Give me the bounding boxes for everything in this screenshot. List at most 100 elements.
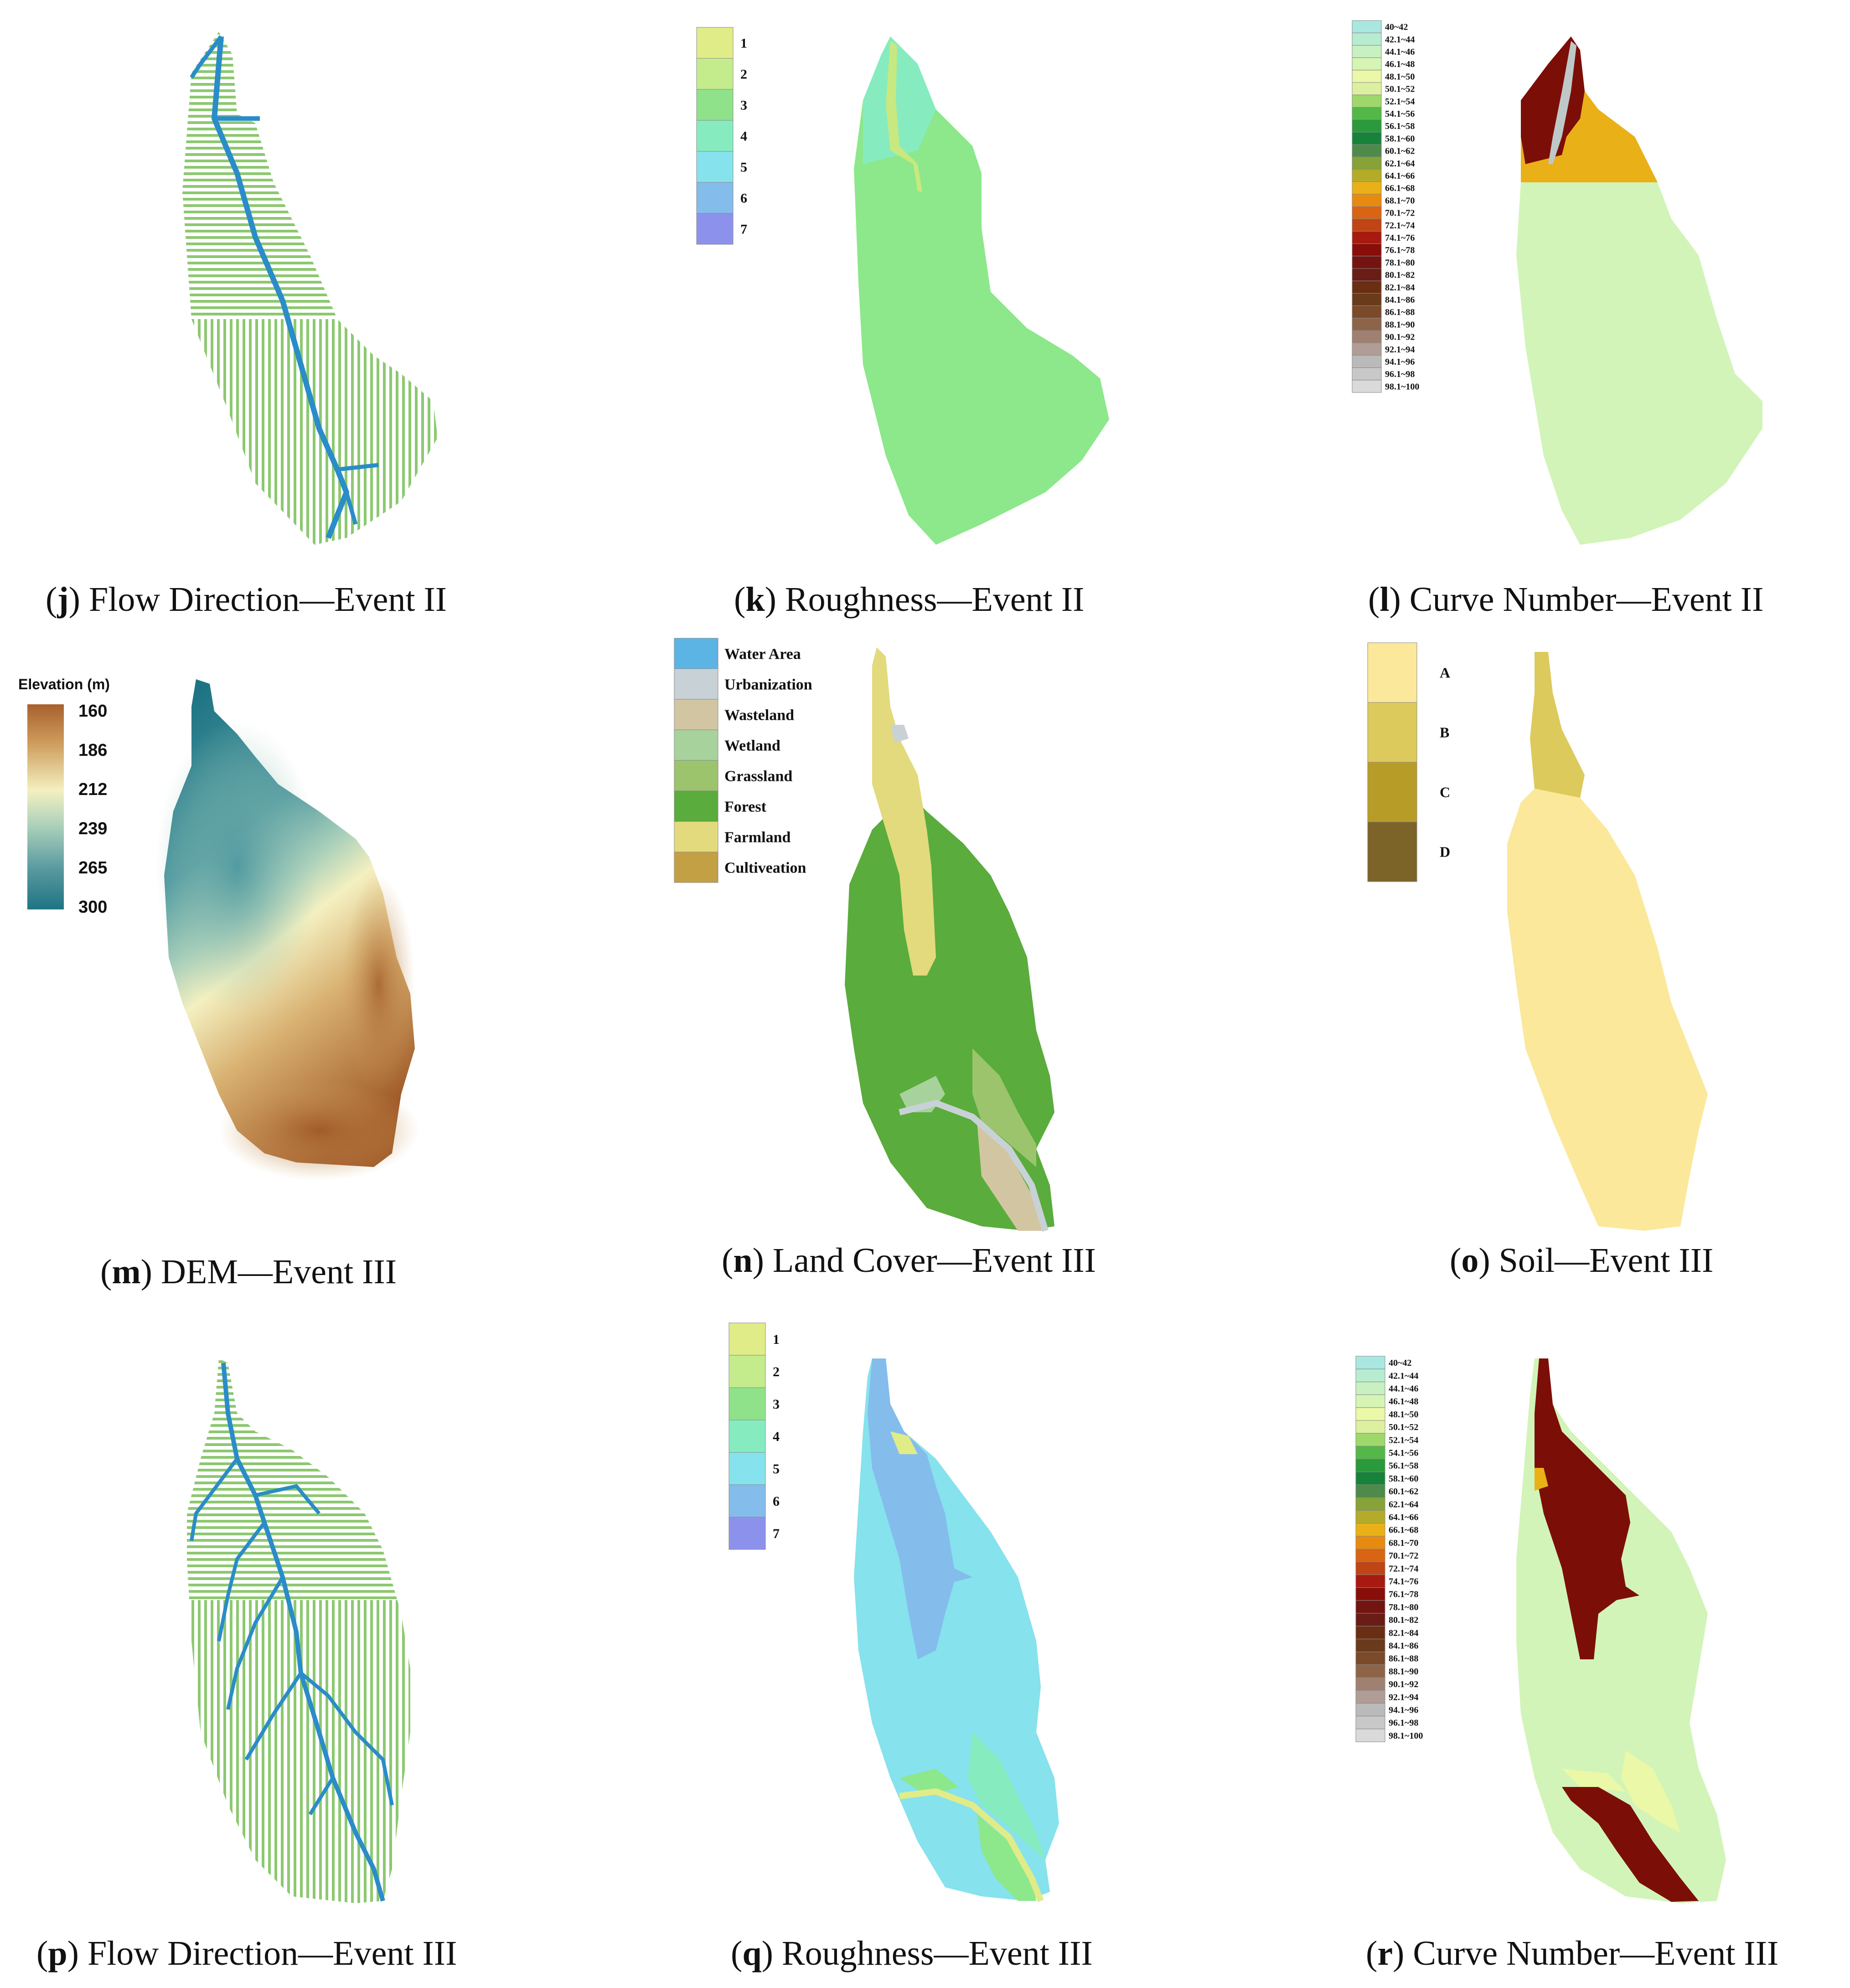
- soil-region-a: [1507, 789, 1708, 1231]
- cn-legend-swatch: [1355, 1459, 1385, 1472]
- cn-legend-swatch: [1355, 1626, 1385, 1639]
- cn-legend-swatch: [1355, 1536, 1385, 1549]
- cn-legend-swatch: [1352, 305, 1382, 319]
- cn-legend-label: 80.1~82: [1389, 1615, 1418, 1625]
- cn-legend-label: 88.1~90: [1385, 320, 1415, 330]
- cn-legend-swatch: [1355, 1433, 1385, 1446]
- cn-legend-label: 78.1~80: [1389, 1602, 1418, 1612]
- caption-r: (r) Curve Number—Event III: [1366, 1934, 1779, 1973]
- cn-legend-swatch: [1352, 367, 1382, 381]
- cn-legend-label: 42.1~44: [1385, 35, 1415, 45]
- cn-legend-label: 96.1~98: [1385, 369, 1415, 379]
- land-cover-urban-north: [890, 725, 909, 743]
- roughness-legend-label: 2: [773, 1364, 780, 1379]
- cn-legend-label: 92.1~94: [1385, 345, 1415, 355]
- cn-legend-swatch: [1355, 1381, 1385, 1395]
- cn-legend-label: 74.1~76: [1385, 233, 1415, 243]
- panel-j-flow-direction-event-2: (j) Flow Direction—Event II: [0, 0, 617, 638]
- cn-region-pale-east: [1621, 1750, 1680, 1833]
- cn-region-light: [1516, 182, 1762, 545]
- land-cover-legend-label: Wasteland: [724, 707, 794, 723]
- cn-legend-swatch: [1355, 1497, 1385, 1511]
- land-cover-legend-swatch: [674, 699, 718, 730]
- land-cover-legend-label: Urbanization: [724, 676, 812, 693]
- cn-legend-label: 44.1~46: [1389, 1384, 1418, 1394]
- cn-legend-label: 96.1~98: [1389, 1718, 1418, 1728]
- cn-legend-label: 50.1~52: [1389, 1422, 1418, 1432]
- caption-n: (n) Land Cover—Event III: [722, 1241, 1096, 1280]
- cn-legend-label: 86.1~88: [1385, 307, 1415, 317]
- roughness-legend-label: 3: [740, 98, 747, 113]
- cn-legend-label: 54.1~56: [1385, 109, 1415, 119]
- cn-legend-label: 70.1~72: [1389, 1551, 1418, 1561]
- soil-legend-label: C: [1440, 784, 1450, 800]
- roughness-legend-swatch: [729, 1322, 766, 1356]
- cn-region-dark-south: [1562, 1787, 1699, 1902]
- cn-legend-label: 82.1~84: [1385, 283, 1415, 293]
- cn-legend-label: 90.1~92: [1389, 1679, 1418, 1689]
- cn-legend-swatch: [1352, 57, 1382, 71]
- cn-legend-swatch: [1352, 194, 1382, 207]
- cn-legend-label: 68.1~70: [1389, 1538, 1418, 1548]
- cn-legend-label: 60.1~62: [1385, 146, 1415, 156]
- soil-region-b: [1530, 652, 1585, 798]
- cn-legend-label: 82.1~84: [1389, 1628, 1418, 1638]
- cn-legend-swatch: [1352, 293, 1382, 306]
- cn-legend-swatch: [1355, 1368, 1385, 1382]
- land-cover-legend: Water Area Urbanization Wasteland Wetland Gr…: [674, 638, 812, 883]
- land-cover-legend-label: Water Area: [724, 645, 801, 662]
- roughness-map: 1 2 3 4 5 6 7: [696, 27, 1109, 545]
- cn-legend-swatch: [1355, 1561, 1385, 1575]
- cn-legend-label: 56.1~58: [1385, 121, 1415, 131]
- land-cover-map: Water Area Urbanization Wasteland Wetland Gr…: [674, 638, 1054, 1232]
- cn-legend-label: 76.1~78: [1385, 245, 1415, 255]
- panel-k-roughness-event-2: 1 2 3 4 5 6 7 (k) Roughness—Event II: [617, 0, 1234, 638]
- cn-legend-swatch: [1355, 1716, 1385, 1730]
- cn-legend-swatch: [1355, 1574, 1385, 1588]
- cn-region-pale-west: [1562, 1769, 1626, 1792]
- cn-legend-swatch: [1352, 20, 1382, 33]
- cn-legend-swatch: [1352, 32, 1382, 46]
- roughness-legend-swatch: [696, 89, 734, 121]
- dem-legend-tick: 160: [78, 702, 107, 721]
- cn-legend-swatch: [1352, 330, 1382, 343]
- cn-legend-label: 48.1~50: [1389, 1410, 1418, 1420]
- land-cover-legend-label: Forest: [724, 798, 767, 815]
- cn-legend-label: 62.1~64: [1385, 159, 1415, 169]
- cn-legend-swatch: [1355, 1356, 1385, 1369]
- land-cover-legend-label: Wetland: [724, 737, 780, 754]
- roughness-legend-swatch: [696, 27, 734, 59]
- roughness-legend-label: 6: [773, 1494, 780, 1509]
- land-cover-legend-swatch: [674, 790, 718, 822]
- roughness-region-3: [854, 36, 1109, 545]
- cn-legend-swatch: [1355, 1472, 1385, 1485]
- cn-legend-swatch: [1352, 268, 1382, 281]
- cn-legend-swatch: [1352, 181, 1382, 195]
- roughness-legend-swatch: [696, 58, 734, 90]
- roughness-legend-swatch: [729, 1517, 766, 1550]
- cn-legend-label: 72.1~74: [1389, 1564, 1418, 1574]
- roughness-legend-swatch: [729, 1420, 766, 1453]
- roughness-region-2: [886, 41, 922, 191]
- soil-legend-swatch: [1367, 642, 1417, 703]
- roughness-legend-label: 2: [740, 67, 747, 82]
- cn-legend-label: 42.1~44: [1389, 1371, 1418, 1381]
- cn-legend-label: 50.1~52: [1385, 84, 1415, 94]
- roughness-legend-label: 5: [740, 160, 747, 175]
- cn-legend-swatch: [1352, 94, 1382, 108]
- roughness-region-3-west: [899, 1769, 959, 1796]
- cn-legend-swatch: [1355, 1510, 1385, 1524]
- cn-legend-label: 46.1~48: [1389, 1397, 1418, 1407]
- caption-l: (l) Curve Number—Event II: [1368, 580, 1764, 619]
- cn-legend-label: 64.1~66: [1385, 171, 1415, 181]
- cn-region-stream: [1548, 41, 1576, 164]
- cn-legend-label: 46.1~48: [1385, 59, 1415, 69]
- land-cover-legend-swatch: [674, 638, 718, 669]
- land-cover-legend-swatch: [674, 760, 718, 791]
- curve-number-legend: 40~42 42.1~44 44.1~46 46.1~48 48.1~50 50.1~52…: [1355, 1356, 1423, 1742]
- cn-legend-swatch: [1355, 1638, 1385, 1652]
- soil-legend-swatch: [1367, 702, 1417, 763]
- cn-legend-swatch: [1355, 1652, 1385, 1665]
- cn-legend-swatch: [1355, 1394, 1385, 1408]
- cn-legend-swatch: [1355, 1690, 1385, 1704]
